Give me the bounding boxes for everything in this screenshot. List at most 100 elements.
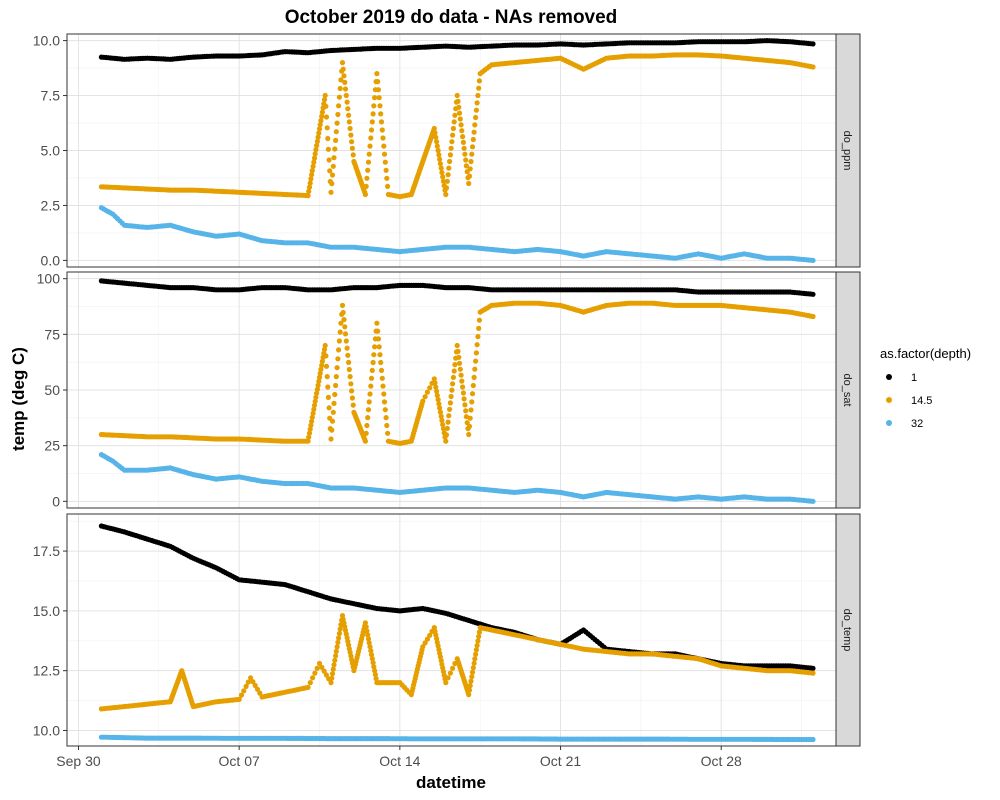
data-point — [452, 362, 458, 368]
data-point — [336, 103, 342, 109]
data-point — [456, 110, 463, 116]
y-tick-label: 25 — [44, 438, 60, 454]
data-point — [440, 426, 447, 432]
data-point — [316, 126, 323, 132]
data-point — [349, 139, 355, 145]
data-point — [445, 675, 451, 681]
data-point — [345, 106, 351, 112]
data-point — [323, 363, 330, 369]
facet-panels: 0.0 2.5 5.0 7.5 10.0 do_ppm 0 25 50 75 100 do_sat 10… — [33, 33, 861, 747]
data-point — [368, 127, 375, 133]
data-point — [469, 399, 475, 405]
data-point — [329, 675, 335, 681]
data-point — [339, 60, 346, 66]
data-point — [473, 107, 479, 113]
x-axis: Sep 30 Oct 07 Oct 14 Oct 21 Oct 28 — [56, 746, 742, 769]
data-point — [379, 375, 385, 381]
data-point — [323, 103, 329, 109]
data-point — [318, 366, 324, 372]
data-point — [322, 92, 328, 99]
data-point — [374, 71, 380, 77]
data-point — [368, 648, 374, 654]
data-point — [455, 348, 461, 354]
data-point — [469, 391, 476, 397]
data-point — [347, 125, 353, 132]
data-point — [378, 367, 385, 373]
data-point — [473, 651, 479, 658]
data-point — [443, 680, 449, 686]
data-point — [370, 359, 376, 366]
data-point — [462, 402, 468, 408]
data-point — [325, 384, 331, 390]
series-1-do_ppm — [98, 38, 816, 62]
data-point — [349, 145, 355, 151]
legend-label: 14.5 — [911, 395, 932, 407]
data-point — [343, 92, 349, 99]
data-point — [434, 143, 440, 149]
data-point — [330, 163, 336, 169]
data-point — [436, 401, 442, 407]
data-point — [339, 302, 346, 308]
data-point — [469, 151, 475, 157]
data-point — [314, 390, 320, 396]
data-point — [452, 112, 458, 118]
data-point — [333, 374, 339, 380]
data-point — [310, 675, 316, 681]
legend-entry-1: 1 — [886, 372, 917, 384]
data-point — [362, 438, 368, 444]
data-point — [309, 168, 315, 174]
data-point — [342, 324, 348, 330]
data-point — [373, 676, 379, 682]
data-point — [377, 352, 383, 358]
data-point — [340, 66, 346, 72]
data-point — [250, 679, 256, 685]
data-point — [474, 642, 480, 649]
data-point — [236, 696, 242, 703]
data-point — [382, 407, 388, 413]
data-point — [475, 334, 481, 340]
data-point — [383, 415, 389, 421]
data-point — [434, 388, 440, 394]
data-point — [317, 370, 323, 376]
data-point — [319, 664, 325, 670]
data-point — [314, 138, 320, 144]
data-point — [469, 144, 476, 150]
data-point — [458, 372, 464, 378]
data-point — [476, 317, 482, 323]
data-point — [446, 413, 452, 419]
data-point — [450, 125, 456, 132]
data-point — [362, 191, 368, 198]
data-point — [378, 119, 385, 125]
data-point — [313, 394, 319, 400]
data-point — [336, 94, 342, 100]
data-point — [363, 430, 369, 436]
data-point — [368, 375, 375, 381]
data-point — [476, 325, 482, 331]
data-point — [471, 129, 477, 135]
data-point — [371, 103, 377, 109]
data-point — [462, 151, 468, 157]
data-point — [316, 374, 323, 380]
data-point — [433, 384, 439, 390]
y-tick-label: 10.0 — [33, 722, 60, 738]
facet-strip — [835, 33, 861, 268]
data-point — [437, 156, 443, 162]
data-point — [378, 359, 384, 366]
data-point — [336, 630, 342, 637]
data-point — [476, 629, 482, 635]
data-point — [333, 137, 339, 143]
data-point — [310, 163, 316, 169]
data-point — [350, 152, 356, 158]
data-point — [467, 683, 473, 689]
data-point — [325, 146, 331, 152]
data-point — [379, 127, 385, 133]
data-point — [384, 422, 390, 429]
data-point — [382, 159, 388, 165]
data-point — [344, 345, 350, 351]
data-point — [445, 172, 451, 178]
data-point — [468, 407, 474, 413]
data-point — [438, 165, 444, 171]
data-point — [364, 422, 370, 429]
data-point — [475, 638, 481, 644]
